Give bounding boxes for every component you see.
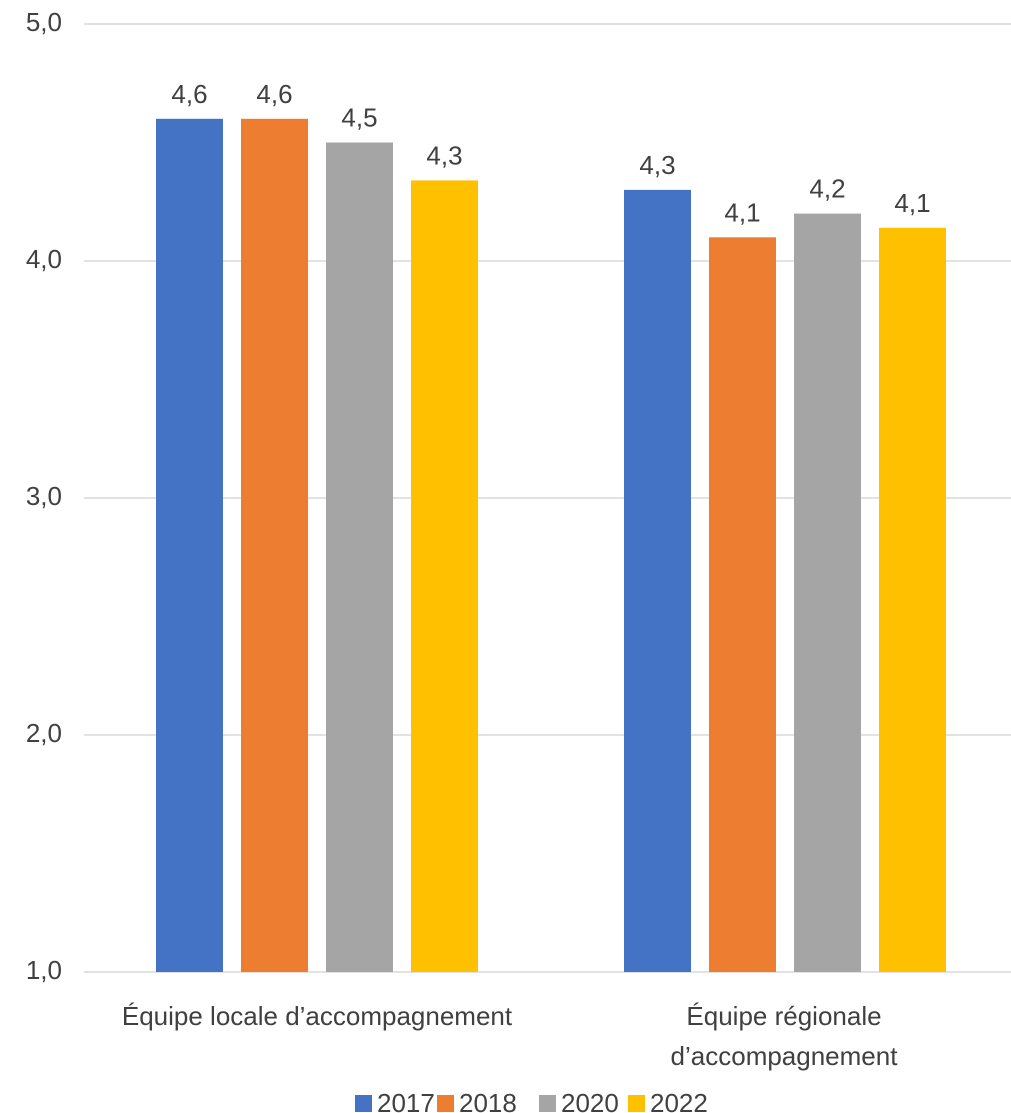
legend-label-2022: 2022 bbox=[650, 1088, 708, 1113]
legend-swatch-2017 bbox=[355, 1095, 372, 1112]
bar-2018-2 bbox=[709, 237, 776, 973]
category-label: Équipe régionale bbox=[686, 1001, 881, 1031]
y-tick-label: 3,0 bbox=[26, 481, 62, 511]
y-tick-label: 1,0 bbox=[26, 955, 62, 985]
bar-2022-2 bbox=[879, 227, 946, 972]
data-label: 4,3 bbox=[426, 140, 462, 170]
legend-label-2020: 2020 bbox=[561, 1088, 619, 1113]
legend-swatch-2020 bbox=[539, 1095, 556, 1112]
gridlines bbox=[84, 23, 1011, 973]
category-labels: Équipe locale d’accompagnement Équipe rég… bbox=[122, 1001, 898, 1071]
data-label: 4,2 bbox=[809, 174, 845, 204]
legend: 2017 2018 2020 2022 bbox=[355, 1088, 708, 1113]
data-label: 4,3 bbox=[639, 150, 675, 180]
data-label: 4,1 bbox=[894, 188, 930, 218]
category-label: Équipe locale d’accompagnement bbox=[122, 1001, 513, 1031]
data-label: 4,1 bbox=[724, 197, 760, 227]
legend-label-2018: 2018 bbox=[459, 1088, 517, 1113]
bar-2020-1 bbox=[326, 142, 393, 972]
legend-label-2017: 2017 bbox=[377, 1088, 435, 1113]
data-label: 4,5 bbox=[341, 103, 377, 133]
bar-2017-2 bbox=[624, 189, 691, 972]
legend-swatch-2022 bbox=[628, 1095, 645, 1112]
category-label: d’accompagnement bbox=[671, 1041, 899, 1071]
bar-2017-1 bbox=[156, 118, 223, 973]
y-tick-label: 5,0 bbox=[26, 7, 62, 37]
data-labels: 4,6 4,3 4,6 4,1 4,5 4,2 4,3 4,1 bbox=[171, 79, 930, 228]
data-label: 4,6 bbox=[171, 79, 207, 109]
bar-2020-2 bbox=[794, 213, 861, 973]
bar-2022-1 bbox=[411, 180, 478, 973]
y-tick-label: 2,0 bbox=[26, 718, 62, 748]
y-tick-label: 4,0 bbox=[26, 244, 62, 274]
bars bbox=[156, 118, 946, 973]
y-axis-tick-labels: 1,0 2,0 3,0 4,0 5,0 bbox=[26, 7, 62, 985]
legend-swatch-2018 bbox=[437, 1095, 454, 1112]
data-label: 4,6 bbox=[256, 79, 292, 109]
bar-2018-1 bbox=[241, 118, 308, 973]
